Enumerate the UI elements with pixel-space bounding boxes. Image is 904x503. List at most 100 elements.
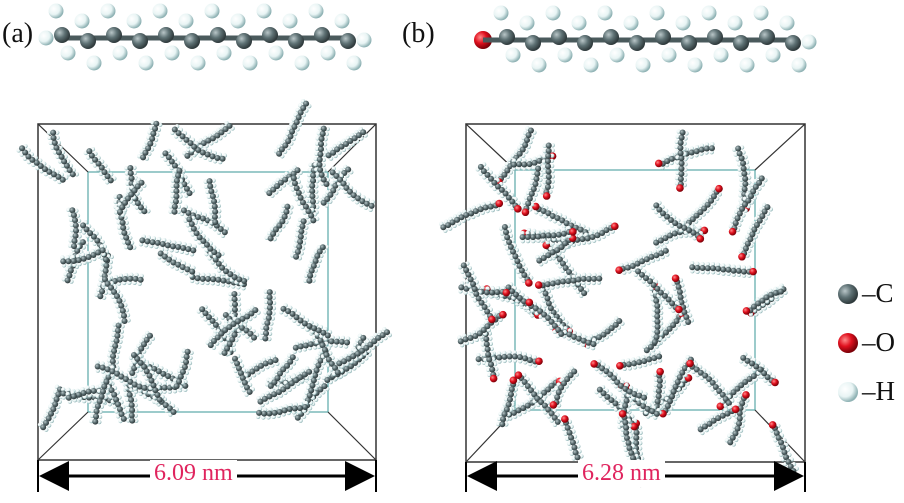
carbon-atom: [503, 229, 510, 236]
oxygen-atom: [509, 376, 518, 385]
carbon-atom: [317, 146, 324, 153]
carbon-atom: [671, 230, 678, 237]
carbon-atom: [755, 300, 762, 307]
hydrogen-atom: [356, 32, 372, 48]
carbon-atom: [741, 201, 748, 208]
carbon-atom: [594, 232, 601, 239]
carbon-atom: [203, 241, 210, 248]
carbon-atom: [566, 331, 573, 338]
carbon-atom: [457, 338, 464, 345]
molecule-chain: [540, 142, 556, 200]
carbon-atom: [199, 149, 206, 156]
carbon-atom: [149, 239, 156, 246]
carbon-atom: [19, 145, 26, 152]
hydrogen-atom: [100, 361, 105, 366]
molecule-chain: [724, 391, 750, 447]
hydrogen-atom: [127, 375, 133, 381]
carbon-atom: [211, 198, 218, 205]
carbon-atom: [200, 237, 207, 244]
carbon-atom: [333, 172, 340, 179]
carbon-atom: [653, 239, 660, 246]
carbon-atom: [256, 409, 263, 416]
carbon-atom: [72, 217, 79, 224]
carbon-atom: [300, 105, 307, 112]
carbon-atom: [266, 393, 273, 400]
carbon-atom: [298, 228, 305, 235]
carbon-atom: [643, 275, 650, 282]
carbon-atom: [507, 243, 514, 250]
carbon-atom: [173, 177, 180, 184]
hydrogen-atom: [142, 205, 148, 210]
carbon-atom: [106, 27, 122, 43]
carbon-atom: [536, 157, 543, 164]
carbon-atom: [142, 149, 149, 156]
carbon-atom: [211, 203, 218, 210]
hydrogen-atom: [95, 360, 100, 365]
carbon-atom: [494, 289, 501, 296]
carbon-atom: [618, 382, 625, 389]
hydrogen-atom: [167, 389, 172, 394]
hydrogen-atom: [532, 156, 537, 162]
carbon-atom: [218, 129, 225, 136]
carbon-atom: [653, 297, 660, 304]
carbon-atom: [231, 274, 238, 281]
carbon-atom: [131, 187, 138, 194]
carbon-atom: [688, 149, 695, 156]
hydrogen-atom: [138, 209, 143, 214]
carbon-atom: [346, 188, 353, 195]
carbon-atom: [262, 335, 269, 342]
oxygen-atom: [630, 422, 639, 431]
carbon-atom: [102, 256, 109, 263]
hydrogen-atom: [502, 350, 507, 356]
carbon-atom: [214, 132, 221, 139]
carbon-atom: [116, 297, 123, 304]
carbon-atom: [710, 193, 717, 200]
carbon-atom: [136, 383, 143, 390]
molecule-chain: [742, 285, 784, 317]
molecule-chain: [549, 366, 579, 409]
carbon-atom: [648, 253, 655, 260]
carbon-atom: [511, 353, 518, 360]
carbon-atom: [565, 278, 572, 285]
hydrogen-atom: [504, 422, 509, 427]
carbon-atom: [379, 332, 386, 339]
carbon-atom: [143, 336, 150, 343]
carbon-atom: [134, 200, 141, 207]
molecule-chain: [633, 265, 683, 314]
carbon-atom: [359, 347, 366, 354]
carbon-atom: [73, 227, 80, 234]
carbon-atom: [208, 188, 215, 195]
carbon-atom: [173, 182, 180, 189]
carbon-atom: [742, 180, 749, 187]
carbon-atom: [734, 425, 741, 432]
carbon-atom: [79, 239, 86, 246]
carbon-atom: [55, 173, 62, 180]
carbon-atom: [316, 161, 323, 168]
oxygen-atom: [615, 266, 623, 274]
carbon-atom: [545, 386, 552, 393]
carbon-atom: [547, 305, 554, 312]
carbon-atom: [781, 449, 788, 456]
carbon-atom: [560, 230, 567, 237]
carbon-atom: [324, 376, 331, 383]
hydrogen-atom: [705, 270, 711, 275]
carbon-atom: [175, 130, 182, 137]
carbon-atom: [532, 305, 539, 312]
hydrogen-atom: [736, 272, 742, 278]
carbon-atom: [258, 362, 265, 369]
carbon-atom: [181, 364, 188, 371]
carbon-atom: [172, 198, 179, 205]
carbon-atom: [131, 365, 138, 372]
carbon-atom: [184, 266, 191, 273]
hydrogen-atom: [61, 395, 66, 400]
hydrogen-atom: [542, 148, 547, 154]
carbon-atom: [170, 409, 177, 416]
carbon-atom: [709, 379, 716, 386]
carbon-atom: [607, 371, 614, 378]
carbon-atom: [55, 391, 62, 398]
carbon-atom: [334, 369, 341, 376]
carbon-atom: [232, 301, 239, 308]
hydrogen-atom: [660, 157, 666, 162]
molecule-chain: [229, 353, 255, 397]
carbon-atom: [494, 183, 501, 190]
